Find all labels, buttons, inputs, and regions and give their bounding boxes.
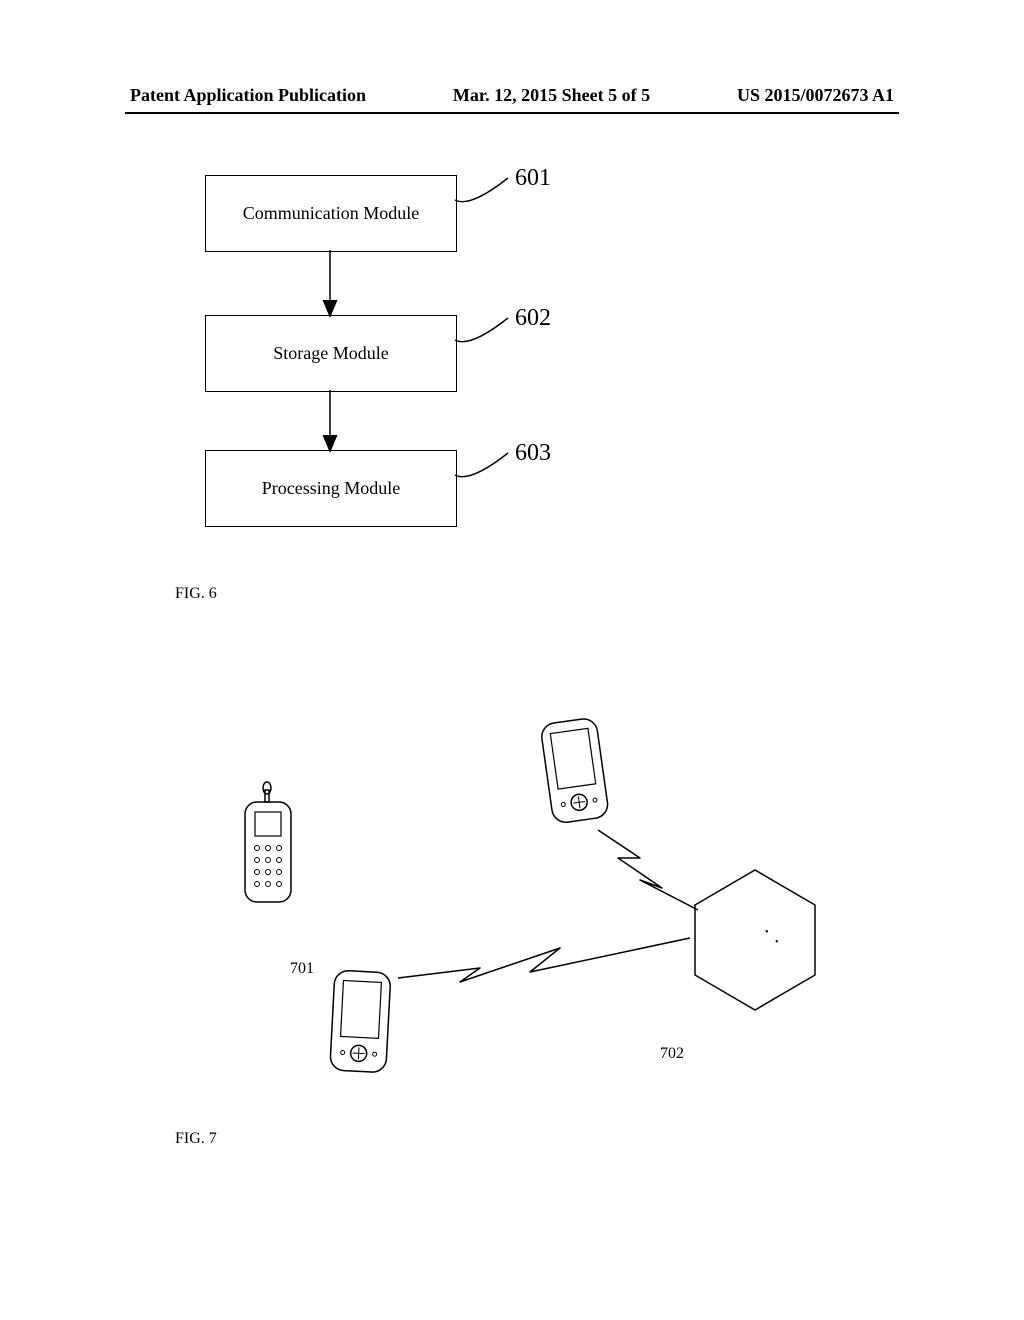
pda-bottom-icon [330, 970, 391, 1073]
bolt-top [598, 830, 698, 910]
header-left: Patent Application Publication [130, 85, 366, 106]
svg-text:•: • [765, 927, 769, 938]
svg-text:•: • [775, 937, 779, 948]
fig6-ref-601: 601 [515, 165, 551, 192]
fig6-box-processing: Processing Module [205, 450, 457, 527]
fig6-label: FIG. 6 [175, 585, 217, 603]
fig6-box3-text: Processing Module [262, 478, 401, 499]
server-hex-icon: • • [695, 870, 815, 1010]
header-rule [125, 112, 899, 114]
fig6-leader-2 [455, 318, 508, 342]
fig6-leader-1 [455, 178, 508, 202]
fig7-svg: • • [0, 680, 1024, 1200]
fig6-leader-3 [455, 453, 508, 477]
fig7-label: FIG. 7 [175, 1130, 217, 1148]
fig6-ref-603: 603 [515, 440, 551, 467]
header-right: US 2015/0072673 A1 [737, 85, 894, 106]
fig6-box1-text: Communication Module [243, 203, 419, 224]
fig6-box2-text: Storage Module [273, 343, 388, 364]
patent-header: Patent Application Publication Mar. 12, … [0, 85, 1024, 106]
fig6-box-communication: Communication Module [205, 175, 457, 252]
pda-top-icon [540, 717, 609, 824]
phone-antenna-icon [245, 782, 291, 902]
header-center: Mar. 12, 2015 Sheet 5 of 5 [453, 85, 650, 106]
fig6-box-storage: Storage Module [205, 315, 457, 392]
fig7-ref-701: 701 [290, 960, 314, 978]
fig6-ref-602: 602 [515, 305, 551, 332]
bolt-bottom [398, 938, 690, 982]
fig7-ref-702: 702 [660, 1045, 684, 1063]
